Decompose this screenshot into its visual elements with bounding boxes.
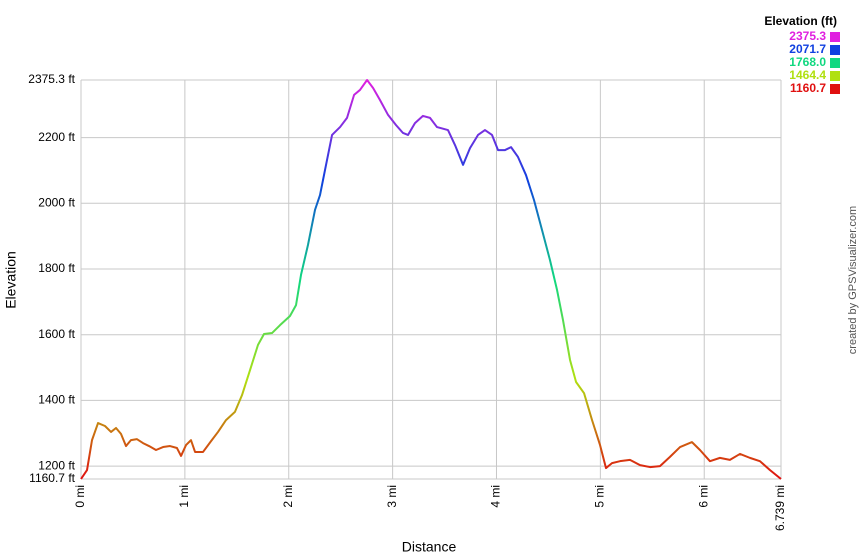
legend-swatch <box>830 32 840 42</box>
legend-swatch <box>830 71 840 81</box>
legend-label: 1768.0 <box>789 55 826 69</box>
legend-swatch <box>830 84 840 94</box>
x-tick-label: 1 mi <box>177 485 191 508</box>
x-tick-label: 6 mi <box>696 485 710 508</box>
x-tick-label: 6.739 mi <box>773 485 787 531</box>
x-tick-label: 3 mi <box>385 485 399 508</box>
y-axis-label: Elevation <box>3 251 19 309</box>
legend-swatch <box>830 58 840 68</box>
elevation-line <box>80 79 782 480</box>
x-tick-label: 0 mi <box>73 485 87 508</box>
legend-label: 1464.4 <box>789 68 826 82</box>
legend-title: Elevation (ft) <box>764 14 837 28</box>
legend-label: 2071.7 <box>789 42 826 56</box>
y-tick-label: 1400 ft <box>38 393 75 407</box>
y-tick-label: 1200 ft <box>38 458 75 472</box>
y-tick-label: 1600 ft <box>38 327 75 341</box>
y-tick-label: 2000 ft <box>38 195 75 209</box>
x-tick-label: 2 mi <box>281 485 295 508</box>
y-tick-label: 1160.7 ft <box>29 471 75 485</box>
credit: created by GPSVisualizer.com <box>847 206 859 354</box>
y-tick-label: 2375.3 ft <box>28 72 75 86</box>
y-tick-label: 2200 ft <box>38 130 75 144</box>
legend-label: 2375.3 <box>789 29 826 43</box>
legend-swatch <box>830 45 840 55</box>
y-tick-label: 1800 ft <box>38 261 75 275</box>
x-tick-label: 5 mi <box>593 485 607 508</box>
x-axis-label: Distance <box>402 539 457 555</box>
legend-label: 1160.7 <box>790 81 826 95</box>
x-tick-label: 4 mi <box>489 485 503 508</box>
